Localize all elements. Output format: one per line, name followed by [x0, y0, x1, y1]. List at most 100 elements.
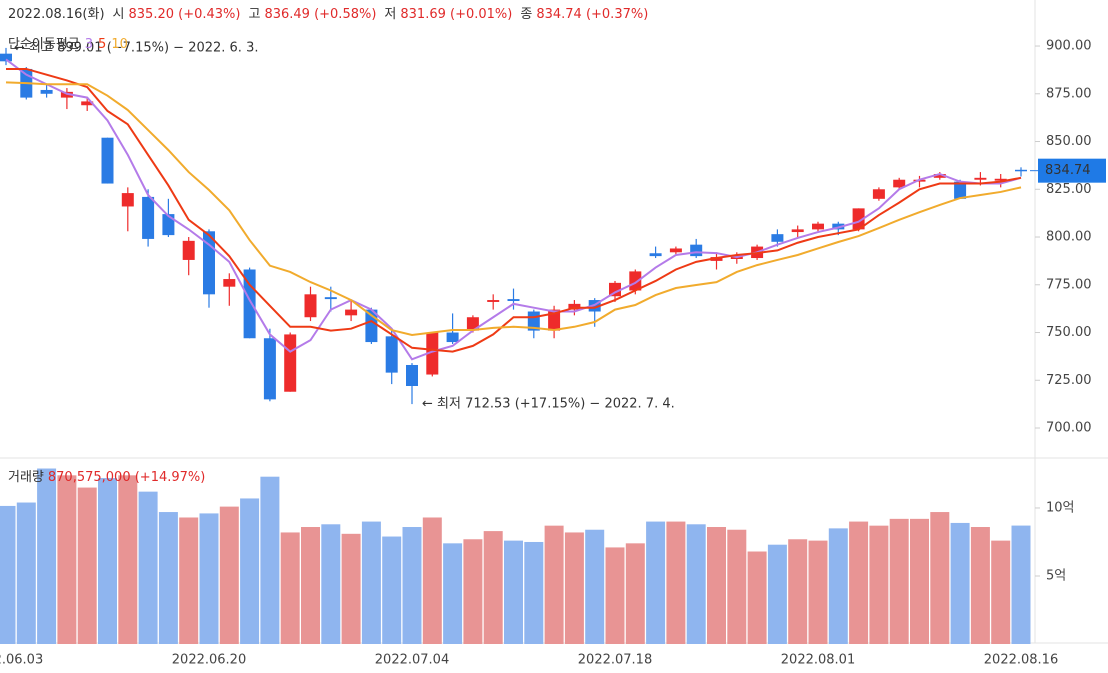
y-tick-label: 700.00: [1046, 421, 1092, 436]
volume-value: 870,575,000 (+14.97%): [48, 470, 205, 485]
ma-line: [6, 67, 1022, 353]
volume-bar: [950, 522, 970, 644]
volume-bar: [686, 524, 706, 644]
legend-entry: 3: [85, 37, 93, 52]
candle-body: [223, 279, 236, 287]
current-price-label: 834.74: [1045, 163, 1091, 178]
volume-bar: [910, 518, 929, 644]
header-label: 시: [113, 7, 125, 22]
volume-bar: [179, 517, 199, 644]
volume-tick-label: 10억: [1046, 500, 1075, 515]
volume-bar: [524, 541, 544, 644]
volume-bar: [321, 524, 341, 644]
candle-body: [791, 229, 804, 233]
header: 2022.08.16(화) 시 835.20 (+0.43%) 고 836.49 (+0…: [8, 7, 648, 22]
candle-body: [771, 234, 784, 242]
volume-bar: [991, 540, 1011, 644]
y-tick-label: 825.00: [1046, 182, 1092, 197]
y-tick-label: 850.00: [1046, 134, 1092, 149]
volume-bar: [605, 547, 625, 644]
candle-body: [933, 173, 946, 178]
volume-bar: [301, 527, 320, 644]
low-annotation: ← 최저 712.53 (+17.15%) − 2022. 7. 4.: [422, 397, 675, 412]
current-price-box: [1038, 158, 1106, 183]
candle-body: [466, 317, 479, 331]
candle-body: [1015, 169, 1027, 172]
header-value: 836.49 (+0.58%): [264, 7, 376, 22]
x-tick-label: 2022.07.18: [578, 653, 652, 668]
header-label: 종: [520, 7, 532, 22]
volume-bar: [869, 525, 889, 644]
header-value: 831.69 (+0.01%): [400, 7, 512, 22]
volume-bar: [767, 544, 787, 644]
candle-body: [994, 178, 1007, 181]
volume-bar: [788, 539, 808, 644]
candle-body: [446, 332, 459, 343]
candle-body: [284, 334, 297, 392]
candle-body: [101, 137, 114, 184]
candle-body: [142, 196, 155, 239]
volume-bar: [504, 540, 523, 644]
y-tick-label: 800.00: [1046, 230, 1092, 245]
candle-body: [0, 53, 12, 62]
x-tick-label: 2022.06.03: [0, 653, 43, 668]
y-tick-label: 725.00: [1046, 373, 1092, 388]
candle-body: [182, 240, 195, 260]
volume-bar: [544, 525, 564, 644]
candle-body: [812, 223, 824, 230]
candle-body: [609, 282, 621, 297]
header-label: 고: [248, 7, 260, 22]
volume-bar: [57, 475, 77, 644]
candle-body: [690, 244, 703, 257]
ma-line: [5, 81, 1022, 337]
volume-title: 거래량: [8, 470, 44, 485]
header-date: 2022.08.16(화): [8, 7, 105, 22]
volume-bar: [625, 543, 645, 644]
y-tick-label: 875.00: [1046, 86, 1092, 101]
volume-bar: [98, 478, 117, 644]
candle-body: [40, 89, 53, 94]
volume-bar: [443, 543, 463, 644]
header-value: 835.20 (+0.43%): [129, 7, 241, 22]
y-tick-label: 750.00: [1046, 325, 1092, 340]
candle-body: [669, 248, 682, 253]
candle-body: [162, 214, 175, 236]
volume-bar: [828, 528, 848, 644]
y-tick-label: 775.00: [1046, 277, 1092, 292]
candle-body: [304, 294, 317, 318]
y-tick-label: 900.00: [1046, 39, 1092, 54]
legend-title: 단순이동평균: [8, 37, 80, 52]
volume-bar: [1011, 525, 1031, 644]
volume-bar: [463, 539, 483, 644]
volume-bar: [77, 487, 97, 644]
candle-body: [385, 336, 398, 373]
volume-bar: [707, 527, 726, 644]
volume-bar: [0, 505, 16, 644]
volume-bar: [585, 529, 605, 644]
x-tick-label: 2022.07.04: [375, 653, 449, 668]
candle-body: [487, 300, 500, 302]
volume-bar: [118, 475, 138, 644]
volume-bar: [970, 527, 990, 644]
x-tick-label: 2022.08.16: [984, 653, 1058, 668]
volume-bar: [808, 540, 828, 644]
volume-bar: [37, 468, 57, 644]
volume-bar: [138, 491, 158, 644]
volume-bar: [483, 531, 503, 644]
candle-body: [507, 299, 520, 302]
volume-bar: [280, 532, 300, 644]
candle-body: [852, 208, 865, 230]
volume-bar: [646, 521, 666, 644]
legend-entry: 5: [98, 37, 106, 52]
x-tick-label: 2022.06.20: [172, 653, 246, 668]
volume-bar: [341, 533, 361, 644]
candle-body: [263, 338, 276, 400]
volume-bar: [930, 512, 950, 644]
volume-bar: [666, 521, 686, 644]
volume-bar: [402, 527, 422, 644]
legend: 단순이동평균 3 5 10: [8, 37, 128, 52]
volume-bar: [889, 518, 909, 644]
candle-body: [121, 193, 134, 207]
candle-body: [872, 189, 885, 199]
